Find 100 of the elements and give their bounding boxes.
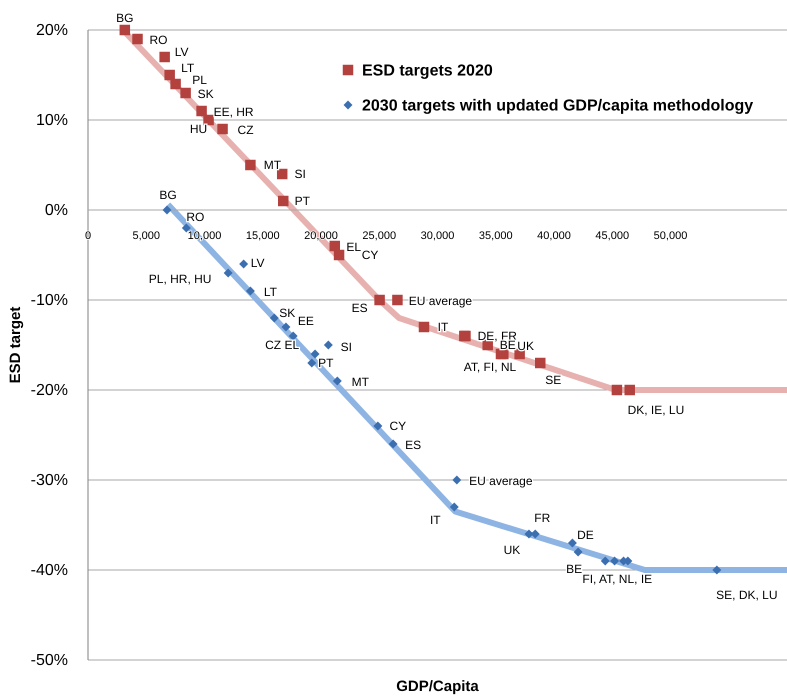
annotation: CY [390, 419, 406, 434]
point [324, 340, 333, 350]
x-tick-label: 10,000 [188, 230, 222, 242]
annotation: ES [352, 301, 368, 316]
y-axis-title: ESD target [7, 306, 24, 384]
point [120, 24, 130, 36]
point [180, 88, 191, 98]
y-tick-label: -10% [30, 292, 68, 310]
annotation: SE, DK, LU [716, 588, 778, 602]
annotation: CZ EL [265, 338, 300, 352]
annotation: FI, AT, NL, IE [582, 572, 652, 586]
point [217, 124, 228, 134]
annotation: SK [279, 306, 296, 320]
annotation: MT [352, 375, 370, 390]
annotation: EU average [469, 474, 533, 488]
point [276, 168, 288, 180]
annotation: RO [150, 33, 168, 48]
point [182, 224, 191, 232]
legend-label: ESD targets 2020 [362, 62, 493, 80]
x-tick-label: 35,000 [478, 230, 513, 242]
x-tick-label: 20,000 [304, 230, 338, 242]
annotation: EE [298, 314, 314, 328]
annotation: BE [566, 562, 582, 576]
point [196, 106, 207, 116]
x-tick-label: 45,000 [595, 230, 630, 242]
annotation: LT [181, 61, 195, 76]
annotation: AT, FI, NL [464, 360, 517, 374]
point [334, 250, 344, 260]
annotation: FR [534, 511, 551, 526]
annotation: HU [190, 122, 208, 136]
annotation: PT [294, 194, 311, 208]
x-tick-label: 30,000 [420, 230, 454, 242]
point [310, 350, 320, 358]
point [307, 358, 316, 368]
point [162, 206, 172, 214]
annotation: MT [264, 158, 282, 172]
annotation: UK [517, 339, 534, 354]
y-tick-label: -20% [30, 382, 68, 400]
x-axis-title: GDP/Capita [396, 678, 480, 695]
point [246, 286, 255, 296]
x-tick-label: 40,000 [537, 230, 571, 242]
point [574, 548, 583, 556]
point [373, 422, 382, 430]
y-tick-label: 0% [44, 202, 68, 220]
annotation: EE, HR [214, 105, 254, 120]
point [610, 556, 620, 566]
y-tick-label: 10% [36, 112, 68, 130]
annotation: SI [294, 167, 306, 182]
annotation: BG [116, 11, 134, 26]
point [374, 294, 385, 306]
point [288, 332, 298, 340]
point [224, 268, 233, 278]
annotation: PL, HR, HU [148, 272, 212, 286]
point [568, 538, 577, 548]
point [330, 240, 340, 252]
point [164, 70, 175, 80]
point [712, 566, 722, 574]
annotation: RO [186, 210, 204, 224]
point [281, 322, 290, 332]
point [450, 502, 459, 512]
y-tick-label: -50% [30, 652, 68, 670]
annotation: SE [545, 373, 562, 388]
point [392, 294, 403, 306]
annotation: IT [438, 320, 449, 334]
legend-label: 2030 targets with updated GDP/capita methodology [362, 98, 754, 115]
x-tick-label: 50,000 [654, 230, 688, 242]
annotation: EU average [408, 294, 472, 308]
annotation: CZ [238, 123, 254, 138]
y-tick-label: -40% [30, 562, 68, 580]
annotation: PT [318, 356, 334, 370]
x-tick-label: 15,000 [246, 230, 280, 242]
y-tick-label: 20% [36, 22, 68, 40]
annotation: ES [405, 438, 422, 452]
annotation: UK [504, 543, 520, 558]
x-tick-label: 5,000 [132, 230, 160, 242]
y-tick-label: -30% [30, 472, 68, 490]
point [624, 384, 635, 396]
x-tick-label: 0 [84, 230, 92, 242]
point [159, 52, 170, 62]
point [332, 376, 342, 386]
point [600, 556, 610, 566]
point [132, 34, 143, 44]
point [452, 476, 462, 484]
annotation: EL [346, 240, 362, 254]
point [535, 358, 546, 368]
annotation: LV [250, 256, 265, 270]
annotation: PL [192, 73, 208, 88]
x-tick-label: 25,000 [362, 230, 396, 242]
point [418, 322, 430, 332]
annotation: LT [264, 285, 278, 300]
point [170, 78, 181, 90]
annotation: DE [577, 528, 594, 542]
point [245, 160, 256, 170]
annotation: SK [198, 87, 214, 102]
point [612, 384, 622, 396]
point [270, 314, 279, 322]
annotation: LV [174, 45, 189, 60]
annotation: IT [430, 513, 442, 528]
annotation: BG [159, 188, 177, 202]
point [278, 196, 288, 206]
